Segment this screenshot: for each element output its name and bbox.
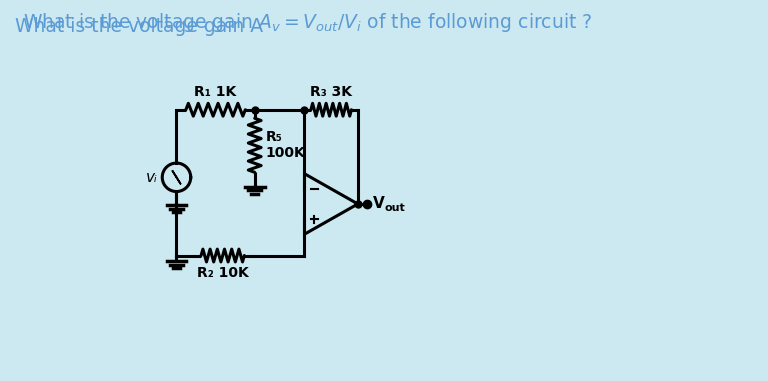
Text: R₃ 3K: R₃ 3K (310, 85, 353, 99)
Text: out: out (385, 203, 406, 213)
Text: R₂ 10K: R₂ 10K (197, 266, 249, 280)
Text: What is the voltage gain $A_v = V_{out}/V_i$ of the following circuit ?: What is the voltage gain $A_v = V_{out}/… (23, 11, 592, 34)
Text: R₁ 1K: R₁ 1K (194, 85, 237, 99)
Text: V: V (373, 197, 385, 211)
Text: R₅
100K: R₅ 100K (266, 130, 305, 160)
Text: vᵢ: vᵢ (146, 170, 158, 185)
Text: What is the voltage gain A: What is the voltage gain A (15, 17, 263, 36)
